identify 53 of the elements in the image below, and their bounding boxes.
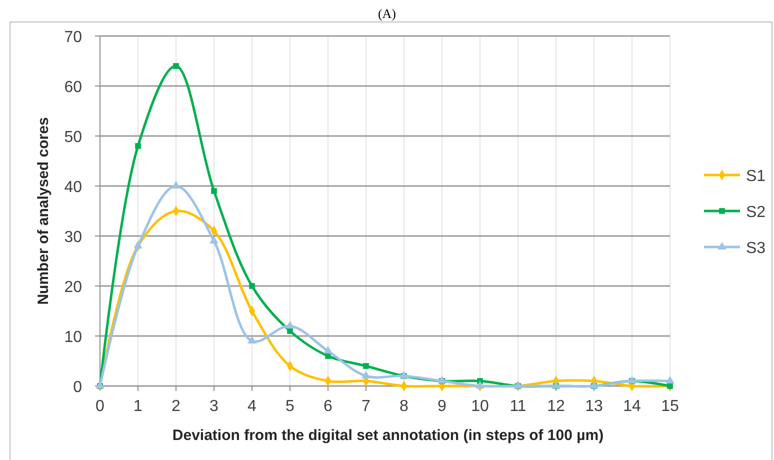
x-tick-label: 14 <box>623 398 641 415</box>
x-tick-label: 15 <box>661 398 679 415</box>
point <box>211 188 217 194</box>
y-tick-label: 70 <box>64 29 82 46</box>
point <box>134 240 142 249</box>
x-tick-label: 2 <box>172 398 181 415</box>
x-tick-label: 12 <box>547 398 565 415</box>
point <box>249 283 255 289</box>
y-tick-label: 20 <box>64 279 82 296</box>
point <box>400 370 408 379</box>
point <box>172 180 180 189</box>
x-tick-label: 5 <box>286 398 295 415</box>
point <box>514 380 522 389</box>
point <box>173 63 179 69</box>
y-axis-title: Number of analysed cores <box>35 117 52 305</box>
point <box>552 380 560 389</box>
y-tick-label: 60 <box>64 79 82 96</box>
point <box>666 376 674 384</box>
x-tick-label: 3 <box>210 398 219 415</box>
point <box>590 380 598 389</box>
x-tick-label: 0 <box>96 398 105 415</box>
x-axis-title: Deviation from the digital set annotation (in steps of 100 µm) <box>172 427 604 444</box>
y-tick-label: 30 <box>64 229 82 246</box>
y-tick-label: 10 <box>64 329 82 346</box>
point <box>438 376 446 384</box>
x-tick-label: 8 <box>400 398 409 415</box>
x-tick-label: 7 <box>362 398 371 415</box>
x-tick-label: 4 <box>248 398 257 415</box>
x-tick-label: 1 <box>134 398 143 415</box>
point <box>287 328 293 334</box>
x-tick-label: 11 <box>510 398 526 415</box>
x-tick-label: 10 <box>471 398 489 415</box>
legend-label: S2 <box>746 204 766 221</box>
legend-label: S1 <box>746 168 766 185</box>
point <box>362 370 370 379</box>
x-tick-label: 9 <box>438 398 447 415</box>
point <box>286 320 294 329</box>
chart-title: (A) <box>378 6 396 21</box>
point <box>325 353 331 359</box>
point <box>363 363 369 369</box>
y-tick-label: 0 <box>73 379 82 396</box>
point <box>667 383 673 389</box>
x-tick-label: 13 <box>585 398 603 415</box>
y-tick-label: 40 <box>64 179 82 196</box>
legend-label: S3 <box>746 240 766 257</box>
point <box>324 346 332 354</box>
point <box>135 143 141 149</box>
point <box>476 380 484 389</box>
point <box>248 336 256 344</box>
point <box>628 376 636 384</box>
y-tick-label: 50 <box>64 129 82 146</box>
x-tick-label: 6 <box>324 398 333 415</box>
point <box>210 236 218 244</box>
